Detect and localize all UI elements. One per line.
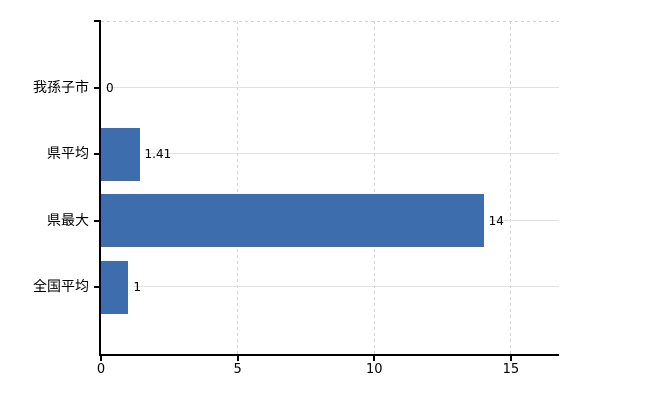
y-axis-tick-4 xyxy=(94,286,101,289)
bar-県平均 xyxy=(101,127,140,181)
y-axis-label: 県最大 xyxy=(47,212,89,229)
plot-area: 0 1.41 14 1 xyxy=(94,20,559,361)
x-axis-tick-label: 0 xyxy=(96,362,106,377)
x-axis-tick-label: 10 xyxy=(365,362,383,377)
gridline-vertical-15 xyxy=(510,21,512,354)
x-axis-tick-0 xyxy=(100,354,102,361)
y-axis-top-tick xyxy=(94,20,101,22)
x-axis-tick-label: 5 xyxy=(233,362,242,377)
x-axis-tick-5 xyxy=(236,354,239,361)
y-axis-tick-2 xyxy=(94,153,101,156)
x-axis-tick-10 xyxy=(373,354,376,361)
y-axis-label: 県平均 xyxy=(47,146,89,163)
plot-top-dashed-border xyxy=(101,21,559,22)
y-axis-label: 我孫子市 xyxy=(33,79,89,96)
row-gridline-3 xyxy=(488,219,559,221)
gridline-vertical-5 xyxy=(237,21,239,354)
y-axis-tick-3 xyxy=(94,219,101,222)
bar-県最大 xyxy=(101,194,484,248)
y-axis-tick-1 xyxy=(94,86,101,89)
row-gridline-4 xyxy=(133,286,559,288)
x-axis-tick-15 xyxy=(509,354,512,361)
bar-value-label: 0 xyxy=(106,80,114,95)
bar-value-label: 14 xyxy=(488,213,504,228)
x-axis-tick-label: 15 xyxy=(502,362,520,377)
row-gridline-2 xyxy=(144,153,559,155)
bar-value-label: 1 xyxy=(133,280,141,295)
y-axis-label: 全国平均 xyxy=(33,279,89,296)
bar-value-label: 1.41 xyxy=(144,147,172,162)
bar-全国平均 xyxy=(101,260,129,314)
row-gridline-1 xyxy=(106,86,559,88)
gridline-vertical-10 xyxy=(373,21,375,354)
